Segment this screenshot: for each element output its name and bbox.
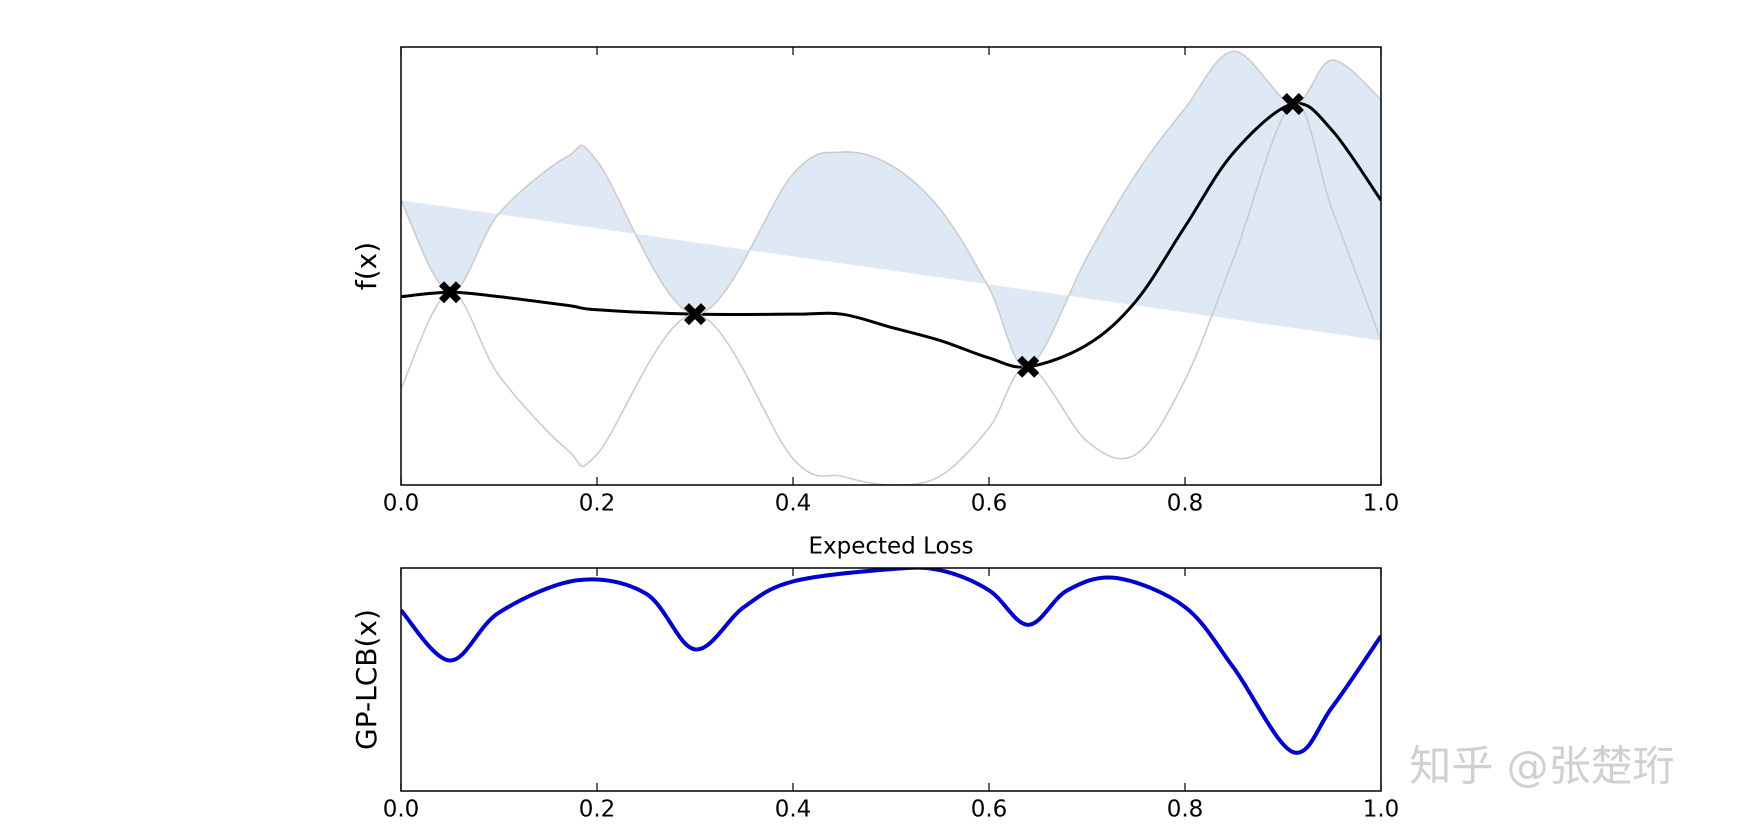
plot-area bbox=[401, 50, 1381, 485]
x-tick-label: 0.2 bbox=[579, 797, 616, 823]
x-tick-label: 0.4 bbox=[775, 491, 812, 517]
mean-line bbox=[401, 101, 1381, 369]
axes-frame bbox=[400, 46, 1382, 486]
acquisition-line bbox=[401, 568, 1381, 755]
observation bbox=[684, 303, 706, 326]
x-tick-label: 0.0 bbox=[383, 797, 420, 823]
x-tick-label: 0.2 bbox=[579, 491, 616, 517]
lower-line bbox=[401, 102, 1381, 485]
upper-line bbox=[401, 50, 1381, 368]
plot-area bbox=[401, 568, 1381, 755]
x-tick-label: 0.8 bbox=[1167, 491, 1204, 517]
x-tick-label: 0.4 bbox=[775, 797, 812, 823]
x-tick-label: 0.6 bbox=[971, 491, 1008, 517]
x-tick-label: 1.0 bbox=[1363, 491, 1400, 517]
x-tick-label: 0.8 bbox=[1167, 797, 1204, 823]
y-axis-label: GP-LCB(x) bbox=[350, 609, 383, 750]
y-axis-label: f(x) bbox=[350, 242, 383, 290]
axes-frame bbox=[400, 567, 1382, 792]
x-axis-label: Expected Loss bbox=[808, 534, 973, 560]
watermark: 知乎 @张楚珩 bbox=[1409, 742, 1674, 791]
observation bbox=[439, 281, 461, 304]
observation bbox=[1281, 92, 1304, 115]
x-tick-label: 0.0 bbox=[383, 491, 420, 517]
confidence-band bbox=[401, 51, 1381, 368]
x-tick-label: 0.6 bbox=[971, 797, 1008, 823]
observation bbox=[1017, 355, 1040, 378]
x-tick-label: 1.0 bbox=[1363, 797, 1400, 823]
